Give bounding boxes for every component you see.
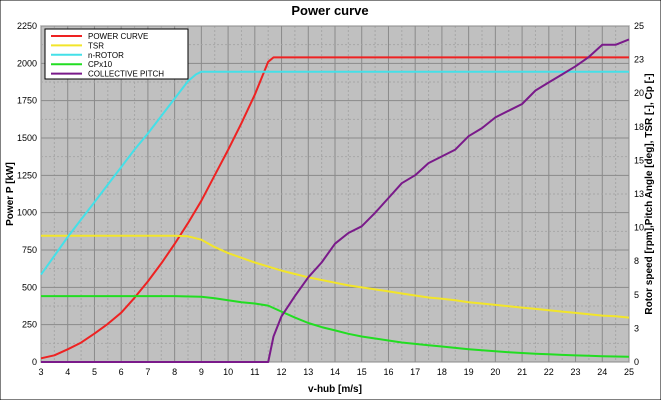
y-right-tick-label: 25: [634, 21, 644, 31]
axis-layer: 3 4 5 6 7 8 9 10 11 12 13 14 15 16 17 18 19 20 21 22 23 24 250…: [17, 21, 644, 377]
x-tick-label: 10: [223, 367, 233, 377]
y-right-tick-label: 3: [634, 323, 639, 333]
x-tick-label: 12: [277, 367, 287, 377]
y-left-tick-label: 1500: [17, 133, 37, 143]
y-axis-left-label: Power P [kW]: [5, 162, 16, 226]
y-right-tick-label: 20: [634, 88, 644, 98]
x-tick-label: 6: [119, 367, 124, 377]
y-right-tick-label: 13: [634, 189, 644, 199]
series-line-cpx10: [41, 295, 630, 358]
x-tick-label: 17: [410, 367, 420, 377]
x-tick-label: 11: [250, 367, 259, 377]
y-left-tick-label: 1250: [17, 170, 37, 180]
legend-label-n-rotor: n-ROTOR: [88, 51, 124, 60]
y-left-tick-label: 2250: [17, 21, 37, 31]
y-left-tick-label: 2000: [17, 58, 37, 68]
series-line-power-curve: [40, 56, 629, 360]
x-tick-label: 15: [357, 367, 367, 377]
y-right-tick-label: 5: [634, 290, 639, 300]
x-tick-label: 3: [38, 367, 43, 377]
legend-label-tsr: TSR: [88, 41, 104, 50]
x-tick-label: 22: [544, 367, 554, 377]
y-right-tick-label: 8: [634, 256, 639, 266]
y-right-tick-label: 0: [634, 357, 639, 367]
grid-layer: [40, 25, 630, 363]
series-line-collective-pitch: [41, 38, 630, 363]
x-tick-label: 23: [571, 367, 581, 377]
x-tick-label: 18: [437, 367, 447, 377]
x-tick-label: 20: [490, 367, 500, 377]
x-tick-label: 5: [92, 367, 97, 377]
y-left-tick-label: 0: [32, 357, 37, 367]
legend-label-power-curve: POWER CURVE: [88, 32, 148, 41]
x-tick-label: 16: [383, 367, 393, 377]
x-tick-label: 7: [145, 367, 150, 377]
y-right-tick-label: 18: [634, 122, 644, 132]
chart-title: Power curve: [291, 3, 368, 18]
legend-label-cpx10: CPx10: [88, 60, 113, 69]
x-tick-label: 14: [330, 367, 340, 377]
x-tick-label: 21: [517, 367, 527, 377]
y-left-tick-label: 250: [22, 320, 37, 330]
y-right-tick-label: 10: [634, 223, 644, 233]
y-left-tick-label: 500: [22, 282, 37, 292]
y-left-tick-label: 1000: [17, 208, 37, 218]
x-tick-label: 25: [624, 367, 634, 377]
x-tick-label: 8: [172, 367, 177, 377]
x-tick-label: 13: [303, 367, 313, 377]
x-tick-label: 19: [464, 367, 474, 377]
x-tick-label: 4: [65, 367, 70, 377]
x-tick-label: 24: [597, 367, 607, 377]
y-left-tick-label: 1750: [17, 96, 37, 106]
series-line-tsr: [41, 234, 630, 319]
x-axis-label: v-hub [m/s]: [308, 384, 362, 395]
y-right-tick-label: 15: [634, 155, 644, 165]
y-axis-right-label: Rotor speed [rpm],Pitch Angle [deg], TSR…: [644, 73, 655, 314]
y-right-tick-label: 23: [634, 55, 644, 65]
legend-label-collective-pitch: COLLECTIVE PITCH: [88, 70, 164, 79]
y-left-tick-label: 750: [22, 245, 37, 255]
x-tick-label: 9: [199, 367, 204, 377]
series-line-n-rotor: [40, 70, 629, 276]
series-layer: [40, 38, 630, 363]
